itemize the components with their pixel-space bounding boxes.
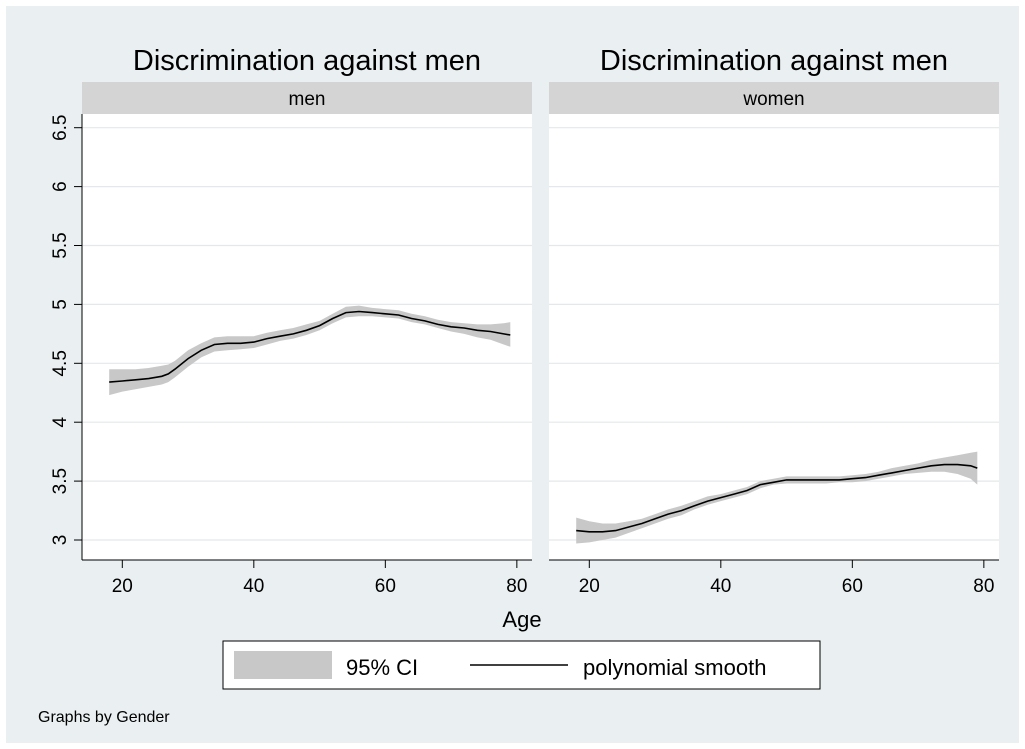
plot-area-men (82, 114, 532, 560)
x-tick-label-0: 20 (579, 576, 600, 597)
panel-strip-label-men: men (289, 89, 326, 110)
y-tick-label-6: 6 (50, 181, 71, 192)
x-axis-women: 20 40 60 80 (549, 559, 999, 597)
legend-swatch-ci (234, 651, 332, 679)
x-tick-label-1: 40 (710, 576, 731, 597)
y-axis: 3 3.5 4 4.5 5 5.5 6 6.5 (50, 114, 82, 545)
x-axis-title: Age (502, 607, 541, 632)
y-tick-label-1: 3.5 (50, 468, 71, 494)
panel-women: Discrimination against men women 20 40 60 8… (549, 45, 999, 597)
panel-strip-men (82, 82, 532, 114)
x-tick-label-2: 60 (375, 576, 396, 597)
panel-strip-women (549, 82, 999, 114)
gridlines-men (82, 127, 532, 541)
y-tick-label-0: 3 (50, 535, 71, 546)
panel-men: Discrimination against men men 20 40 60 80 (82, 45, 532, 597)
x-axis-men: 20 40 60 80 (82, 559, 532, 597)
panel-strip-label-women: women (742, 89, 804, 110)
gridlines-women (549, 127, 999, 541)
y-tick-label-3: 4.5 (50, 350, 71, 376)
y-tick-label-5: 5.5 (50, 232, 71, 258)
x-tick-label-2: 60 (842, 576, 863, 597)
ci-band-men (109, 305, 511, 396)
smooth-line-women (576, 463, 978, 533)
x-tick-label-1: 40 (243, 576, 264, 597)
plot-area-women (549, 114, 999, 560)
legend-label-smooth: polynomial smooth (583, 655, 766, 680)
y-tick-label-7: 6.5 (50, 114, 71, 140)
legend-label-ci: 95% CI (346, 655, 418, 680)
x-tick-label-3: 80 (973, 576, 994, 597)
y-tick-label-2: 4 (50, 416, 71, 427)
panel-title-women: Discrimination against men (600, 45, 948, 77)
x-tick-label-3: 80 (506, 576, 527, 597)
legend: 95% CI polynomial smooth (222, 640, 821, 690)
smooth-line-men (109, 310, 511, 383)
ci-band-women (576, 451, 978, 544)
x-tick-label-0: 20 (112, 576, 133, 597)
graphs-by-note: Graphs by Gender (38, 709, 170, 726)
y-tick-label-4: 5 (50, 299, 71, 310)
panel-title-men: Discrimination against men (133, 45, 481, 77)
